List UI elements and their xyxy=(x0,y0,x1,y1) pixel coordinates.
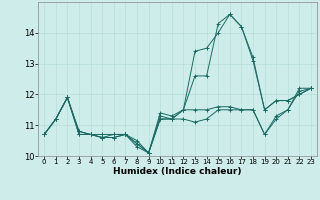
X-axis label: Humidex (Indice chaleur): Humidex (Indice chaleur) xyxy=(113,167,242,176)
